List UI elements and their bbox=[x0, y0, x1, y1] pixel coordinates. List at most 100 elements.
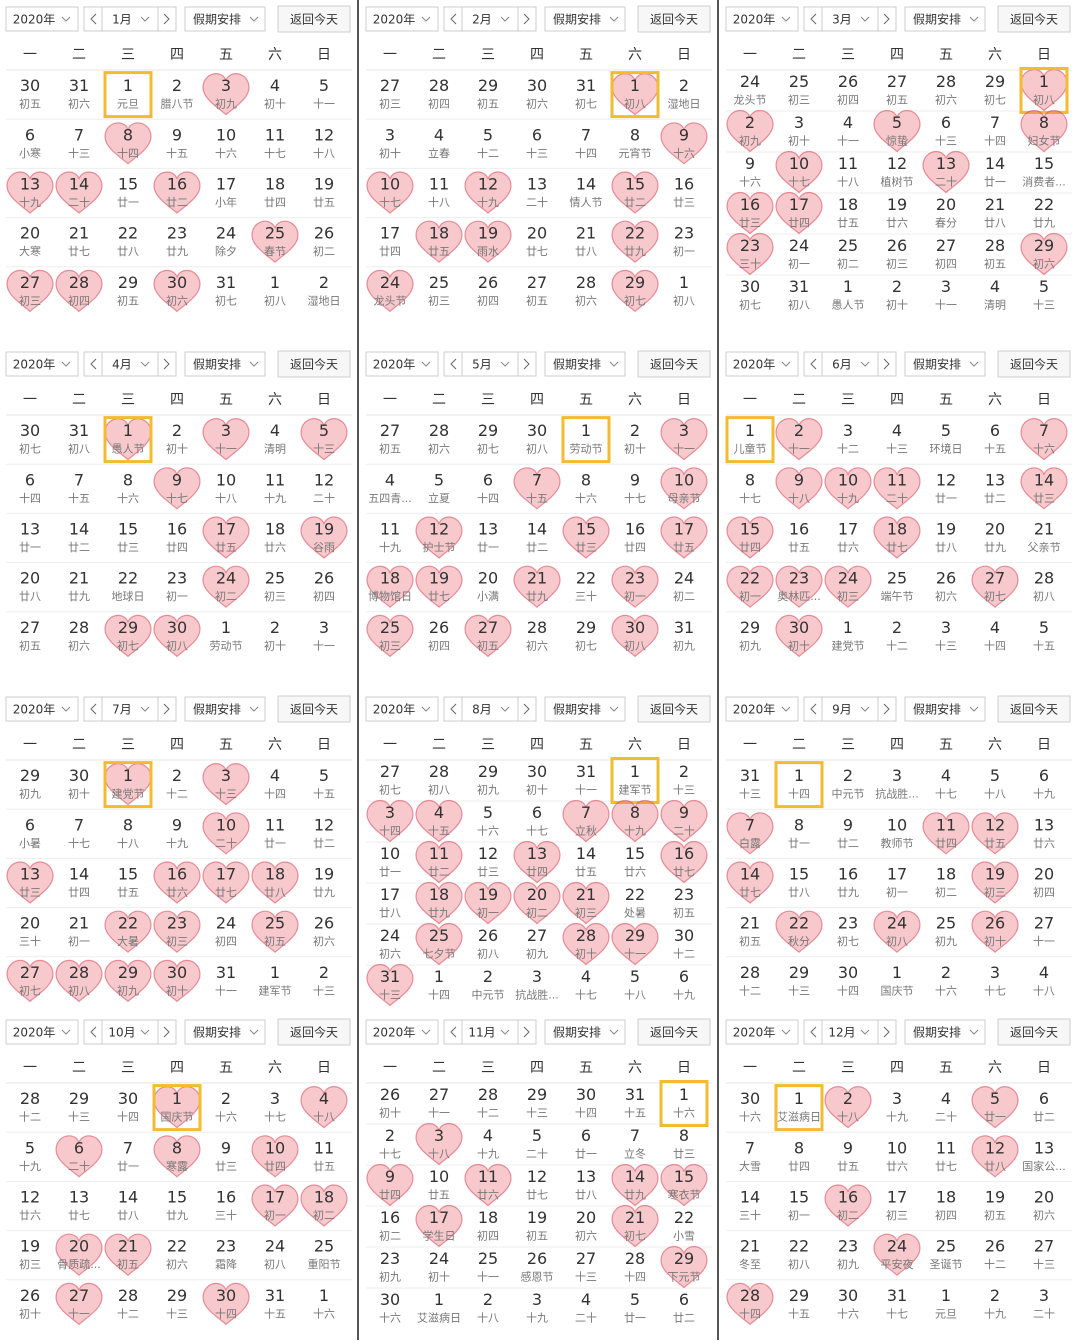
next-month[interactable] bbox=[877, 6, 897, 32]
day-number[interactable]: 30 bbox=[20, 76, 40, 95]
day-number[interactable]: 27 bbox=[887, 72, 907, 91]
today-button[interactable]: 返回今天 bbox=[1010, 12, 1058, 27]
day-number[interactable]: 20 bbox=[527, 224, 547, 243]
day-number[interactable]: 12 bbox=[985, 1138, 1005, 1157]
today-button[interactable]: 返回今天 bbox=[1010, 1025, 1058, 1040]
day-number[interactable]: 21 bbox=[69, 914, 89, 933]
day-number[interactable]: 16 bbox=[380, 1208, 400, 1227]
today-button[interactable]: 返回今天 bbox=[1010, 702, 1058, 717]
day-number[interactable]: 30 bbox=[216, 1286, 236, 1305]
day-number[interactable]: 27 bbox=[527, 926, 547, 945]
day-number[interactable]: 29 bbox=[118, 273, 138, 292]
day-number[interactable]: 30 bbox=[527, 76, 547, 95]
day-number[interactable]: 12 bbox=[429, 520, 449, 539]
day-number[interactable]: 4 bbox=[892, 421, 902, 440]
day-number[interactable]: 6 bbox=[25, 815, 35, 834]
day-number[interactable]: 3 bbox=[892, 766, 902, 785]
day-number[interactable]: 1 bbox=[270, 963, 280, 982]
day-number[interactable]: 4 bbox=[270, 766, 280, 785]
day-number[interactable]: 8 bbox=[123, 470, 133, 489]
day-number[interactable]: 22 bbox=[576, 569, 596, 588]
day-number[interactable]: 24 bbox=[216, 569, 236, 588]
day-number[interactable]: 26 bbox=[20, 1286, 40, 1305]
today-button-box[interactable] bbox=[277, 1018, 351, 1046]
day-number[interactable]: 30 bbox=[69, 766, 89, 785]
year-select[interactable] bbox=[5, 696, 79, 722]
day-number[interactable]: 27 bbox=[527, 273, 547, 292]
day-number[interactable]: 13 bbox=[527, 844, 547, 863]
day-number[interactable]: 24 bbox=[674, 569, 694, 588]
day-number[interactable]: 29 bbox=[789, 1286, 809, 1305]
day-number[interactable]: 30 bbox=[167, 618, 187, 637]
day-number[interactable]: 31 bbox=[740, 766, 760, 785]
today-button-box[interactable] bbox=[637, 1018, 711, 1046]
day-number[interactable]: 3 bbox=[892, 1089, 902, 1108]
day-number[interactable]: 2 bbox=[221, 1089, 231, 1108]
day-number[interactable]: 1 bbox=[679, 1085, 689, 1104]
prev-month[interactable] bbox=[83, 1019, 103, 1045]
day-number[interactable]: 11 bbox=[429, 175, 449, 194]
prev-month[interactable] bbox=[803, 6, 823, 32]
day-number[interactable]: 16 bbox=[838, 865, 858, 884]
today-button-box[interactable] bbox=[637, 695, 711, 723]
day-number[interactable]: 20 bbox=[1034, 1188, 1054, 1207]
day-number[interactable]: 8 bbox=[630, 803, 640, 822]
prev-month[interactable] bbox=[443, 696, 463, 722]
day-number[interactable]: 27 bbox=[380, 762, 400, 781]
day-number[interactable]: 4 bbox=[270, 76, 280, 95]
day-number[interactable]: 27 bbox=[20, 963, 40, 982]
day-number[interactable]: 29 bbox=[625, 273, 645, 292]
day-number[interactable]: 20 bbox=[985, 520, 1005, 539]
day-number[interactable]: 20 bbox=[576, 1208, 596, 1227]
day-number[interactable]: 31 bbox=[69, 421, 89, 440]
day-number[interactable]: 1 bbox=[941, 1286, 951, 1305]
day-number[interactable]: 20 bbox=[20, 914, 40, 933]
day-number[interactable]: 9 bbox=[630, 470, 640, 489]
day-number[interactable]: 16 bbox=[674, 175, 694, 194]
day-number[interactable]: 31 bbox=[625, 1085, 645, 1104]
day-number[interactable]: 21 bbox=[69, 569, 89, 588]
today-button-box[interactable] bbox=[277, 350, 351, 378]
day-number[interactable]: 11 bbox=[838, 154, 858, 173]
day-number[interactable]: 8 bbox=[123, 815, 133, 834]
today-button[interactable]: 返回今天 bbox=[650, 1025, 698, 1040]
month-select[interactable] bbox=[101, 696, 159, 722]
day-number[interactable]: 6 bbox=[679, 1290, 689, 1309]
day-number[interactable]: 5 bbox=[941, 421, 951, 440]
day-number[interactable]: 5 bbox=[1039, 618, 1049, 637]
day-number[interactable]: 6 bbox=[483, 470, 493, 489]
day-number[interactable]: 14 bbox=[69, 175, 89, 194]
day-number[interactable]: 21 bbox=[576, 224, 596, 243]
day-number[interactable]: 27 bbox=[478, 618, 498, 637]
day-number[interactable]: 1 bbox=[1039, 72, 1049, 91]
day-number[interactable]: 18 bbox=[936, 865, 956, 884]
day-number[interactable]: 29 bbox=[478, 76, 498, 95]
day-number[interactable]: 19 bbox=[985, 1188, 1005, 1207]
day-number[interactable]: 15 bbox=[576, 520, 596, 539]
day-number[interactable]: 25 bbox=[265, 569, 285, 588]
day-number[interactable]: 7 bbox=[74, 125, 84, 144]
day-number[interactable]: 4 bbox=[941, 1089, 951, 1108]
day-number[interactable]: 14 bbox=[527, 520, 547, 539]
day-number[interactable]: 17 bbox=[216, 175, 236, 194]
day-number[interactable]: 4 bbox=[941, 766, 951, 785]
day-number[interactable]: 23 bbox=[167, 224, 187, 243]
day-number[interactable]: 13 bbox=[478, 520, 498, 539]
day-number[interactable]: 2 bbox=[843, 1089, 853, 1108]
day-number[interactable]: 9 bbox=[794, 470, 804, 489]
day-number[interactable]: 8 bbox=[794, 1138, 804, 1157]
day-number[interactable]: 26 bbox=[314, 224, 334, 243]
day-number[interactable]: 2 bbox=[794, 421, 804, 440]
day-number[interactable]: 5 bbox=[483, 125, 493, 144]
day-number[interactable]: 24 bbox=[429, 1249, 449, 1268]
day-number[interactable]: 6 bbox=[581, 1126, 591, 1145]
day-number[interactable]: 10 bbox=[216, 125, 236, 144]
day-number[interactable]: 6 bbox=[25, 470, 35, 489]
day-number[interactable]: 30 bbox=[167, 273, 187, 292]
day-number[interactable]: 17 bbox=[887, 1188, 907, 1207]
month-select[interactable] bbox=[461, 6, 519, 32]
day-number[interactable]: 19 bbox=[314, 175, 334, 194]
day-number[interactable]: 8 bbox=[794, 815, 804, 834]
day-number[interactable]: 26 bbox=[380, 1085, 400, 1104]
day-number[interactable]: 23 bbox=[380, 1249, 400, 1268]
